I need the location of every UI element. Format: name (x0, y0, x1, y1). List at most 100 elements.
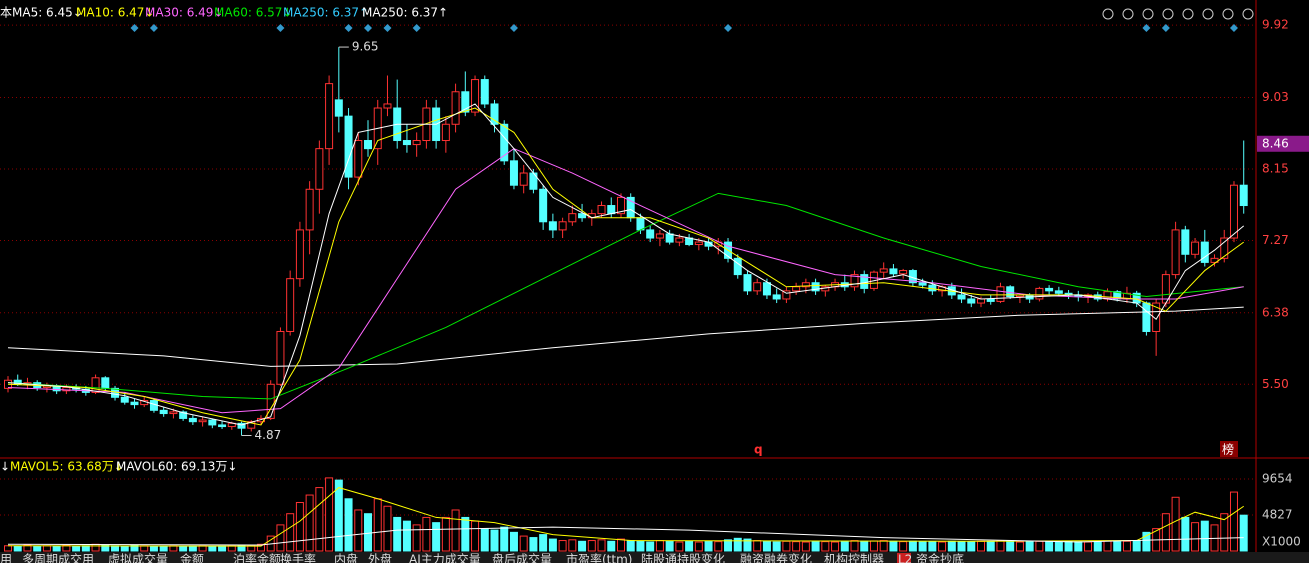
icon[interactable] (1222, 8, 1234, 20)
candle-body (247, 421, 256, 429)
volume-bar (1161, 513, 1170, 552)
candle-body (889, 268, 898, 275)
price-tag: 8.46 (1262, 136, 1289, 150)
volume-bar (724, 539, 733, 552)
legend-item: MA250: 6.37↑ (362, 6, 448, 20)
tab[interactable]: 用 (0, 553, 12, 563)
volume-bar (587, 540, 596, 552)
volume-bar (1132, 540, 1141, 552)
tab[interactable]: 泊率金额 (233, 552, 281, 563)
candle-body (996, 286, 1005, 302)
volume-bar (1064, 540, 1073, 552)
volume-bar (81, 545, 90, 552)
icon[interactable] (1122, 8, 1134, 20)
volume-bar (869, 540, 878, 552)
candle-body (1054, 290, 1063, 294)
candle-body (208, 419, 217, 426)
tab[interactable]: 资金抄底 (916, 552, 964, 563)
candle-body (811, 282, 820, 292)
volume-bar (938, 541, 947, 552)
y-tick-label: 8.15 (1262, 161, 1289, 175)
volume-bar (986, 541, 995, 552)
tab[interactable]: AI主力成交量 (409, 552, 481, 563)
candle-body (218, 424, 227, 428)
icon[interactable] (1202, 8, 1214, 20)
tab[interactable]: 换手率 (280, 552, 316, 563)
volume-bar (811, 540, 820, 552)
volume-bar (4, 545, 12, 552)
volume-bar (344, 498, 353, 552)
volume-bar (918, 541, 927, 552)
volume-bar (490, 529, 499, 552)
candle-body (1239, 184, 1248, 207)
volume-bar (636, 540, 645, 552)
tab[interactable]: 陆股通持股变化 (641, 552, 725, 563)
volume-bar (1006, 540, 1015, 552)
volume-bar (947, 540, 956, 552)
volume-bar (1122, 540, 1131, 552)
volume-bar (1239, 514, 1248, 552)
volume-tick-label: 9654 (1262, 471, 1293, 485)
tab[interactable]: L2 (898, 553, 912, 563)
volume-bar (626, 540, 635, 552)
candle-body (762, 282, 771, 296)
tab[interactable]: 融资融券变化 (740, 552, 812, 563)
volume-bar (714, 541, 723, 552)
tab[interactable]: 虚拟成交量 (108, 552, 168, 563)
tab[interactable]: 内盘 (334, 552, 358, 563)
candle-body (364, 140, 373, 150)
icon[interactable] (1242, 8, 1254, 20)
volume-bar (860, 540, 869, 552)
icon[interactable] (1182, 8, 1194, 20)
volume-bar (743, 538, 752, 552)
candle-body (899, 270, 908, 275)
candle-body (169, 411, 178, 415)
tab[interactable]: 多周期成交用 (22, 552, 94, 563)
volume-bar (821, 541, 830, 552)
toolbar-icons (1102, 8, 1254, 20)
price-tag-box (1257, 135, 1309, 152)
ma-line (7, 103, 1245, 426)
tab[interactable]: 外盘 (368, 552, 392, 563)
tab[interactable]: 金额 (180, 552, 204, 563)
volume-bar (373, 498, 382, 552)
candle-body (1181, 229, 1190, 255)
volume-bar (607, 540, 616, 552)
candle-body (305, 188, 314, 231)
candle-body (1171, 229, 1180, 276)
tab[interactable]: 盘后成交量 (492, 552, 552, 563)
volume-bar (801, 541, 810, 552)
candle-body (509, 160, 518, 186)
candle-body (792, 286, 801, 292)
tab[interactable]: 市盈率(ttm) (566, 552, 632, 563)
volume-bar (1191, 522, 1200, 552)
volume-bar (548, 538, 557, 552)
tab[interactable]: 机构控制器 (824, 552, 884, 563)
volume-bar (402, 520, 411, 552)
icon[interactable] (1142, 8, 1154, 20)
volume-bar (208, 546, 217, 552)
candle-body (519, 172, 528, 186)
volume-bar (578, 540, 587, 552)
volume-bar (1113, 541, 1122, 552)
volume-bar (782, 540, 791, 552)
icon[interactable] (1102, 8, 1114, 20)
volume-bar (616, 538, 625, 552)
icon[interactable] (1162, 8, 1174, 20)
ma-line (7, 526, 1244, 546)
badge-box (1220, 441, 1238, 457)
candle-body (607, 205, 616, 215)
volume-bar (977, 540, 985, 552)
volume-bar (694, 541, 703, 552)
candle-body (461, 91, 470, 113)
candle-body (1191, 241, 1200, 255)
volume-bar (1200, 520, 1209, 552)
volume-bar (957, 541, 966, 552)
y-tick-label: 9.03 (1262, 90, 1289, 104)
candle-body (500, 123, 509, 162)
volume-bar (422, 516, 431, 552)
ma-line (7, 306, 1244, 367)
candle-body (967, 298, 976, 304)
volume-bar (928, 541, 937, 552)
